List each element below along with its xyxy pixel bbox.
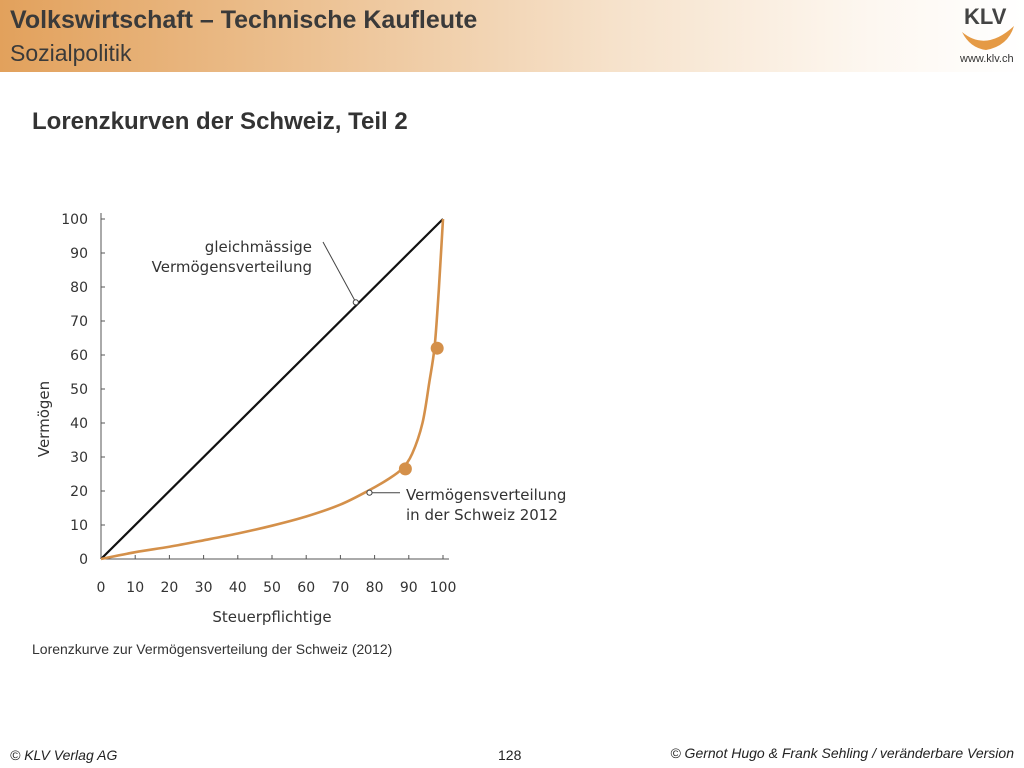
x-tick-label: 90 [400,580,418,596]
x-tick-label: 40 [229,580,247,596]
equality-annotation-anchor [352,299,359,306]
equality-annotation-line: gleichmässige [205,238,312,256]
course-title: Volkswirtschaft – Technische Kaufleute [10,6,478,34]
y-axis: 0 10 20 30 40 50 60 70 80 90 100 [61,212,105,568]
course-subtitle: Sozialpolitik [10,40,132,66]
footer-copyright: © KLV Verlag AG [10,747,118,763]
x-tick-label: 80 [366,580,384,596]
equality-annotation-leader [322,241,357,303]
y-axis-label: Vermögen [35,381,53,457]
y-tick-label: 90 [70,246,88,262]
page-number: 128 [498,747,522,763]
x-tick-label: 100 [430,580,457,596]
x-tick-label: 30 [195,580,213,596]
chart-caption: Lorenzkurve zur Vermögensverteilung der … [32,641,393,657]
y-tick-label: 40 [70,416,88,432]
annotation-layer: gleichmässige VermögensverteilungVermögen… [152,238,567,524]
x-axis-label: Steuerpflichtige [212,608,331,626]
y-tick-label: 10 [70,518,88,534]
lorenz-annotation-line: Vermögensverteilung [406,486,566,504]
x-tick-label: 0 [97,580,106,596]
lorenz-annotation-label: Vermögensverteilung in der Schweiz 2012 [406,486,566,524]
y-tick-label: 60 [70,348,88,364]
y-tick-label: 0 [79,552,88,568]
y-tick-label: 100 [61,212,88,228]
y-tick-label: 50 [70,382,88,398]
header-banner: Volkswirtschaft – Technische Kaufleute S… [0,0,1024,72]
x-tick-label: 50 [263,580,281,596]
equality-annotation-label: gleichmässige Vermögensverteilung [152,238,312,276]
logo-text: KLV [964,4,1007,29]
y-tick-label: 30 [70,450,88,466]
x-tick-label: 70 [331,580,349,596]
slide-title: Lorenzkurven der Schweiz, Teil 2 [32,108,408,135]
x-axis: 0 10 20 30 40 50 60 70 80 90 100 [97,555,457,596]
klv-logo-icon: KLV [962,4,1014,50]
lorenz-chart: 0 10 20 30 40 50 60 70 80 90 100 0 10 20 30 40 50 60 70 80… [35,212,567,626]
x-tick-label: 10 [126,580,144,596]
lorenz-annotation-line: in der Schweiz 2012 [406,506,558,524]
highlight-point [398,462,412,476]
series-layer [100,218,445,561]
y-tick-label: 20 [70,484,88,500]
equality-line [100,218,444,560]
y-tick-label: 80 [70,280,88,296]
x-tick-label: 20 [160,580,178,596]
footer-authors: © Gernot Hugo & Frank Sehling / veränder… [670,745,1014,761]
logo-url: www.klv.ch [960,53,1014,65]
highlight-point [430,341,444,355]
lorenz-annotation-anchor [366,489,373,496]
x-tick-label: 60 [297,580,315,596]
y-tick-label: 70 [70,314,88,330]
equality-annotation-line: Vermögensverteilung [152,258,312,276]
